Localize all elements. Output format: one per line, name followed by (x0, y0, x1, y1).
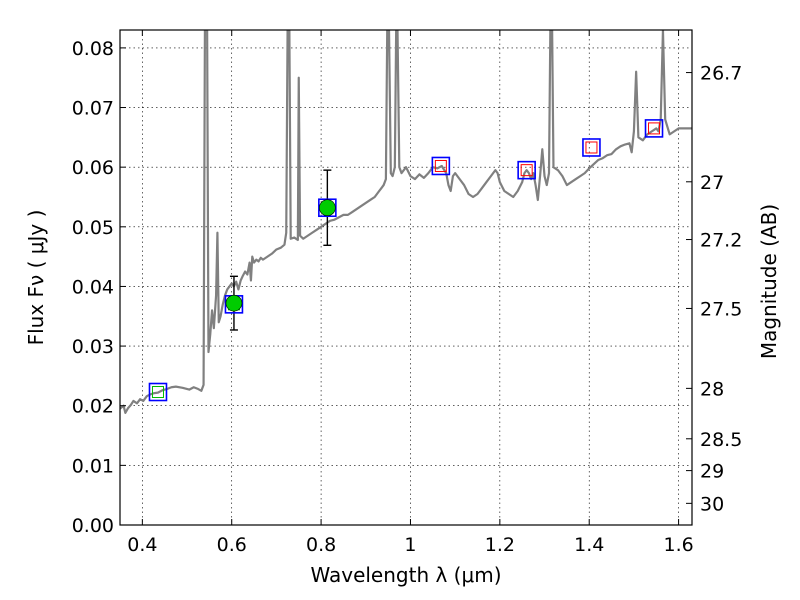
y-tick-label: 0.06 (72, 157, 114, 179)
observed-point (319, 199, 336, 217)
plot-frame (119, 29, 693, 526)
mag-tick-label: 28 (700, 378, 724, 400)
y-tick-label: 0.01 (72, 455, 114, 477)
model-inner-square (585, 141, 598, 154)
model-inner-square (434, 159, 447, 172)
x-tick-label: 1 (404, 534, 416, 556)
photometry-markers (148, 119, 664, 402)
y-tick-label: 0.07 (72, 98, 114, 120)
x-tick-label: 0.6 (217, 534, 247, 556)
x-tick-label: 0.4 (127, 534, 157, 556)
y-tick-label: 0.02 (72, 396, 114, 418)
mag-tick-label: 27.5 (700, 298, 742, 320)
y-tick-label: 0.03 (72, 336, 114, 358)
x-tick-label: 1.6 (663, 534, 693, 556)
x-tick-label: 1.2 (485, 534, 515, 556)
model-square (318, 198, 337, 218)
y-tick-label: 0.00 (72, 515, 114, 537)
mag-tick-label: 29 (700, 461, 724, 483)
model-square (431, 156, 451, 176)
model-inner-square (648, 122, 661, 135)
model-square (644, 119, 664, 138)
mag-tick-label: 28.5 (700, 429, 742, 451)
model-inner-square (151, 386, 164, 399)
model-square (148, 382, 168, 402)
axis-ticks: 0.4 0.6 0.8 1 1.2 1.4 1.6 0.00 0.01 0.02 0.03 0.04 0… (72, 30, 742, 556)
right-axis-title: Magnitude (AB) (757, 204, 781, 359)
grid-lines (120, 30, 692, 526)
mag-tick-label: 26.7 (700, 63, 742, 85)
spectrum-layer (120, 30, 692, 414)
x-tick-label: 0.8 (306, 534, 336, 556)
model-square (517, 160, 536, 180)
mag-tick-label: 27 (700, 172, 724, 194)
mag-tick-label: 27.2 (700, 230, 742, 252)
x-tick-label: 1.4 (574, 534, 604, 556)
y-tick-label: 0.08 (72, 38, 114, 60)
model-square (582, 138, 601, 157)
mag-tick-label: 30 (700, 493, 724, 515)
x-axis-title: Wavelength λ (μm) (310, 563, 501, 587)
model-inner-square (520, 164, 533, 177)
observed-point (225, 294, 243, 312)
y-axis-title: Flux Fν ( μJy ) (24, 210, 48, 346)
y-tick-label: 0.05 (72, 217, 114, 239)
y-tick-label: 0.04 (72, 276, 114, 298)
spectrum-line (120, 30, 692, 414)
